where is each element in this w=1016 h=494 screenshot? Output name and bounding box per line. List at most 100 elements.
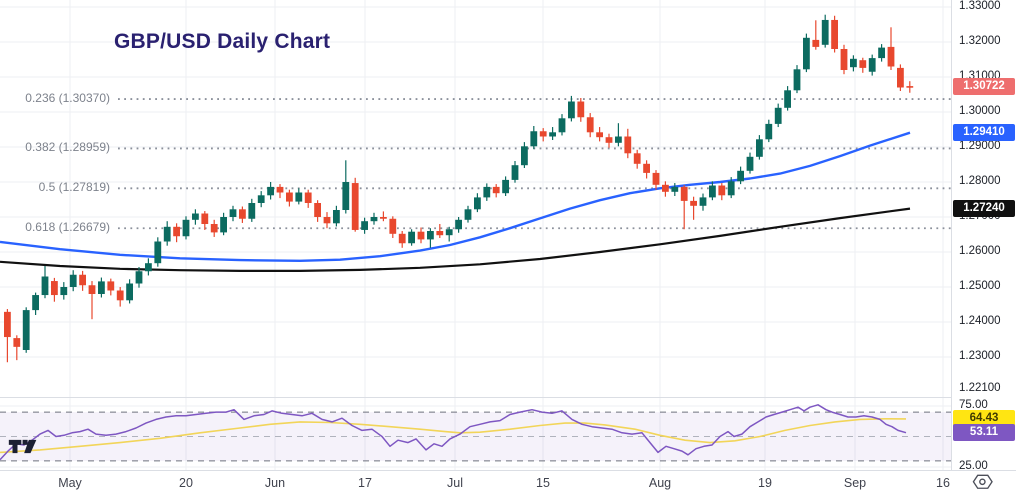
- candle: [492, 184, 500, 198]
- candle: [624, 128, 632, 159]
- candle: [887, 27, 895, 70]
- price-axis-label: 1.33000: [959, 0, 1001, 12]
- candle: [803, 33, 810, 73]
- tradingview-logo[interactable]: [8, 438, 38, 460]
- price-axis-label: 1.29000: [959, 140, 1001, 152]
- candle: [784, 86, 791, 111]
- candle: [850, 55, 857, 72]
- candle: [408, 229, 415, 246]
- settings-gear-icon[interactable]: [972, 472, 998, 492]
- candle: [530, 126, 538, 150]
- candle: [201, 211, 209, 230]
- candle: [295, 188, 303, 205]
- candle: [210, 219, 218, 237]
- candle: [643, 160, 650, 179]
- time-axis-label: May: [58, 476, 82, 490]
- candle: [220, 212, 227, 236]
- time-axis-label: 17: [358, 476, 372, 490]
- candle: [897, 64, 904, 91]
- time-axis-label: 20: [179, 476, 193, 490]
- candle: [135, 267, 143, 288]
- candle: [652, 170, 660, 190]
- candle: [662, 181, 669, 197]
- candle: [568, 95, 575, 122]
- candle: [727, 177, 735, 199]
- time-axis-label: Sep: [843, 476, 867, 490]
- rsi-axis-label: 75.00: [959, 399, 988, 411]
- candle: [267, 182, 274, 200]
- candle: [812, 20, 820, 50]
- candle: [464, 205, 472, 223]
- candle: [257, 191, 265, 208]
- candle: [116, 287, 124, 307]
- candle: [671, 183, 679, 196]
- rsi-badge: 53.11: [953, 424, 1015, 442]
- fib-level-label[interactable]: 0.236 (1.30370): [25, 91, 110, 106]
- candle: [107, 278, 115, 296]
- candle: [333, 205, 340, 227]
- price-axis-label: 1.25000: [959, 280, 1001, 292]
- fib-level-label[interactable]: 0.382 (1.28959): [25, 140, 110, 155]
- price-axis-label: 1.26000: [959, 245, 1001, 257]
- candle: [709, 181, 716, 201]
- candle: [323, 212, 331, 229]
- gear-icon: [972, 474, 993, 489]
- time-axis-label: 16: [936, 476, 950, 490]
- candle: [558, 114, 566, 136]
- candle: [380, 211, 387, 222]
- candle: [502, 176, 509, 196]
- rsi-line[interactable]: [0, 404, 907, 461]
- time-axis-label: Jun: [264, 476, 286, 490]
- candle: [821, 14, 829, 48]
- rsi-axis-label: 25.00: [959, 460, 988, 472]
- time-axis-label: 19: [758, 476, 772, 490]
- candle: [840, 44, 848, 75]
- candle: [737, 166, 744, 185]
- candle: [511, 161, 519, 183]
- fib-level-label[interactable]: 0.618 (1.26679): [25, 220, 110, 235]
- candle: [633, 149, 641, 169]
- candle: [192, 209, 199, 225]
- rsi-ma-line[interactable]: [0, 417, 907, 454]
- ma-slow-badge: 1.27240: [953, 200, 1015, 218]
- candle: [699, 193, 707, 211]
- candle: [4, 309, 11, 363]
- candle: [436, 224, 444, 238]
- candle: [229, 205, 237, 222]
- time-axis[interactable]: May 20 Jun 17 Jul 15 Aug 19 Sep 16: [0, 470, 1016, 494]
- candle: [859, 57, 867, 73]
- candle: [718, 183, 726, 201]
- candle: [154, 237, 162, 267]
- candle: [427, 228, 434, 248]
- candle: [51, 277, 58, 302]
- price-axis[interactable]: 1.33000 1.32000 1.31000 1.30000 1.29000 1.280…: [951, 0, 1016, 472]
- ma-fast-line[interactable]: [0, 131, 911, 262]
- chart-canvas[interactable]: [0, 0, 951, 470]
- price-axis-label: 1.32000: [959, 35, 1001, 47]
- candle: [304, 189, 312, 208]
- candle: [455, 217, 462, 233]
- candle: [868, 54, 876, 76]
- candle: [126, 279, 133, 304]
- candle: [906, 81, 914, 93]
- candle: [774, 103, 782, 128]
- candle: [98, 277, 105, 298]
- candle: [765, 119, 773, 143]
- candle: [878, 44, 885, 62]
- fib-level-label[interactable]: 0.5 (1.27819): [38, 180, 110, 195]
- candle: [389, 216, 397, 238]
- candle: [756, 135, 763, 160]
- price-axis-label: 1.22100: [959, 381, 1001, 394]
- time-axis-label: Aug: [648, 476, 672, 490]
- candle: [586, 113, 594, 138]
- candle: [549, 127, 556, 140]
- candle: [22, 307, 30, 353]
- candle: [370, 212, 378, 225]
- tradingview-logo-icon: [8, 439, 37, 454]
- rsi-ma-badge: 64.43: [953, 410, 1015, 428]
- ma-fast-badge: 1.29410: [953, 124, 1015, 142]
- candle: [417, 227, 425, 244]
- candle: [41, 266, 49, 299]
- candle: [13, 335, 21, 361]
